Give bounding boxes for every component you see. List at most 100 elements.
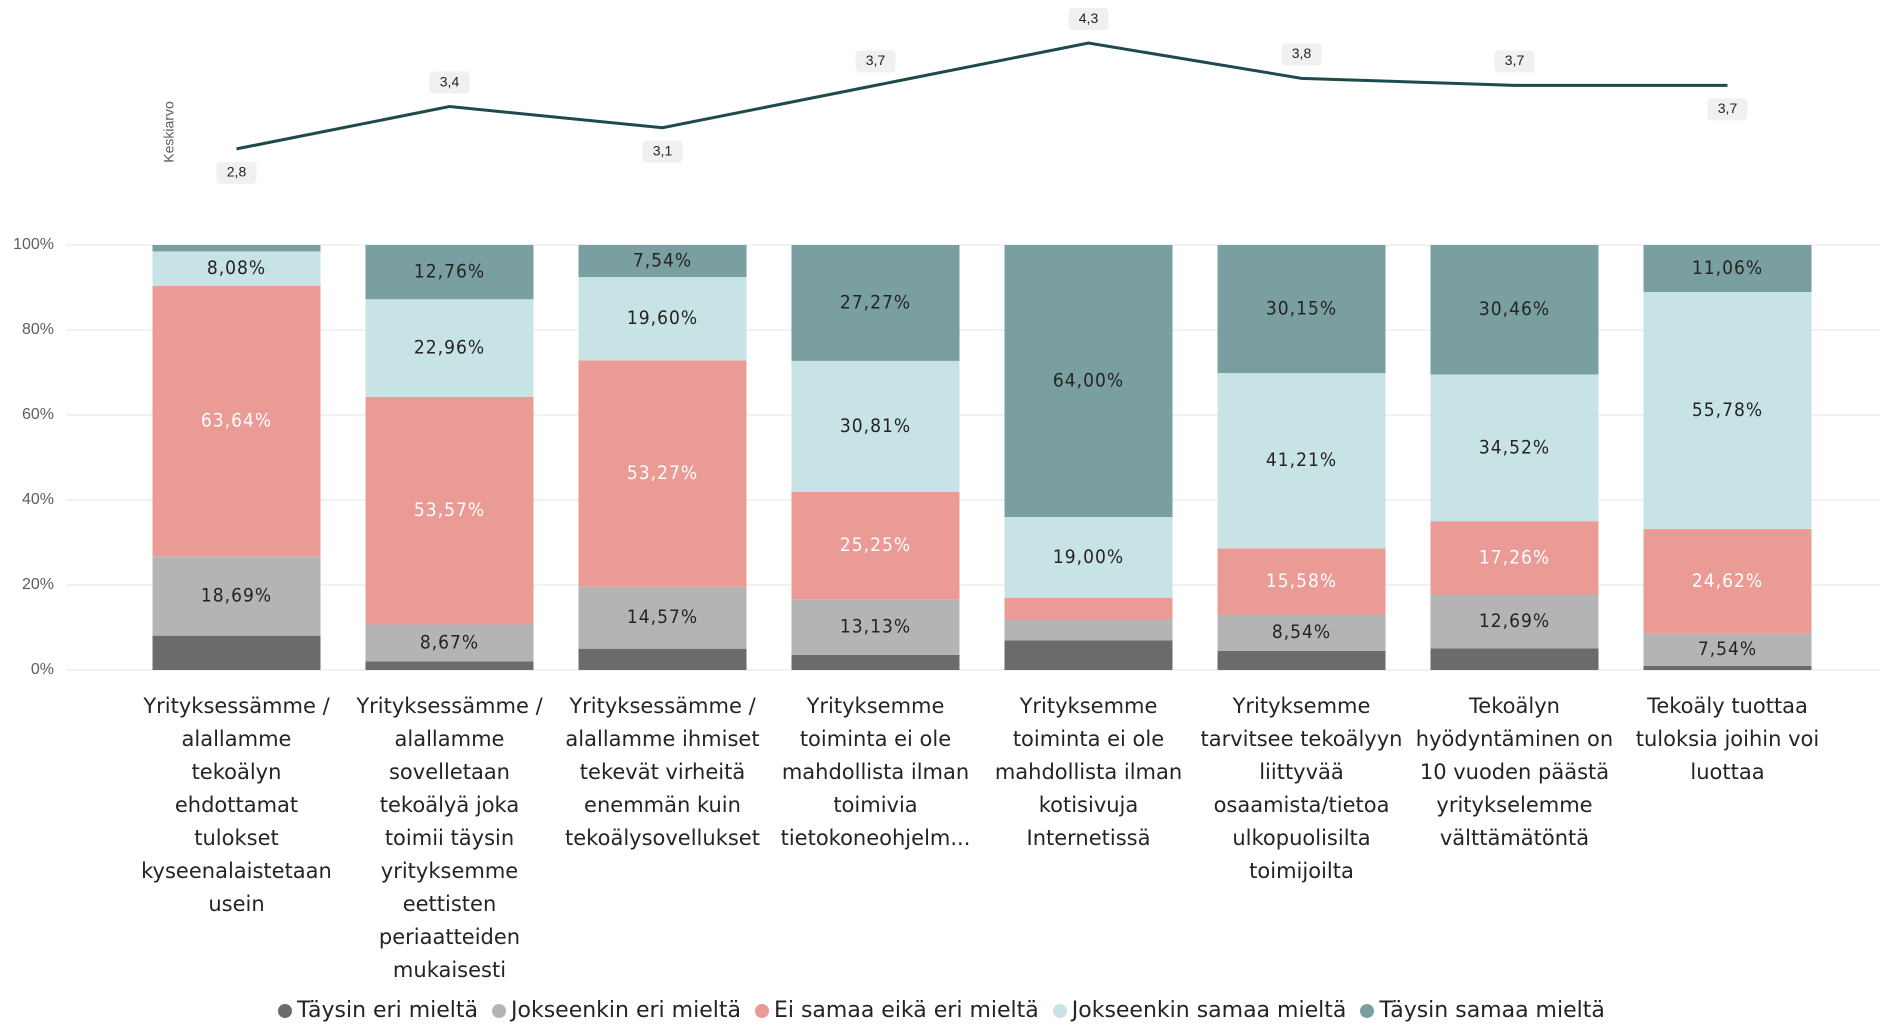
x-tick-label: Yrityksessämme / alallamme tekoälyn ehdo… bbox=[141, 694, 332, 916]
bar-segment bbox=[1643, 665, 1812, 670]
data-label: 3,7 bbox=[866, 52, 886, 68]
data-label: 13,13% bbox=[840, 616, 911, 638]
bar-segment bbox=[1430, 648, 1599, 670]
legend-label: Ei samaa eikä eri mieltä bbox=[773, 998, 1039, 1023]
data-label: 4,3 bbox=[1079, 10, 1099, 26]
bar-segment bbox=[791, 599, 960, 655]
legend-label: Jokseenkin samaa mieltä bbox=[1071, 998, 1347, 1023]
data-label: 53,27% bbox=[627, 462, 698, 484]
legend-item: Jokseenkin samaa mieltä bbox=[1052, 998, 1347, 1023]
bar-segment bbox=[1430, 245, 1599, 375]
data-label: 41,21% bbox=[1266, 449, 1337, 471]
bar-segment bbox=[1004, 597, 1173, 619]
data-label: 53,57% bbox=[414, 499, 485, 521]
label-box bbox=[216, 161, 257, 184]
data-label: 18,69% bbox=[201, 584, 272, 606]
label-box bbox=[429, 71, 470, 94]
legend-item: Jokseenkin eri mieltä bbox=[492, 998, 741, 1023]
data-label: 55,78% bbox=[1692, 399, 1763, 421]
data-label: 19,60% bbox=[627, 307, 698, 329]
data-label: 11,06% bbox=[1692, 257, 1763, 279]
data-label: 3,7 bbox=[1505, 52, 1525, 68]
label-box bbox=[642, 140, 683, 163]
bar-segment bbox=[1217, 548, 1386, 615]
legend-swatch bbox=[754, 1004, 769, 1018]
label-box bbox=[1281, 43, 1322, 66]
label-box bbox=[1494, 50, 1535, 73]
bar-segment bbox=[365, 245, 534, 300]
y-axis-title: Keskiarvo bbox=[161, 101, 177, 163]
bar-segment bbox=[578, 277, 747, 361]
bar-segment bbox=[578, 360, 747, 587]
data-label: 14,57% bbox=[627, 606, 698, 628]
data-label: 8,08% bbox=[207, 257, 266, 279]
legend-item: Ei samaa eikä eri mieltä bbox=[754, 998, 1039, 1023]
bar-segment bbox=[152, 635, 321, 670]
data-label: 64,00% bbox=[1053, 370, 1124, 392]
bar-segment bbox=[578, 586, 747, 649]
bar-segment bbox=[791, 245, 960, 361]
bar-segment bbox=[1430, 521, 1599, 595]
label-box bbox=[1707, 98, 1748, 121]
bar-segment bbox=[1004, 517, 1173, 598]
data-label: 3,7 bbox=[1718, 100, 1738, 116]
bar-segment bbox=[1643, 529, 1812, 634]
label-box bbox=[1068, 8, 1109, 31]
data-label: 12,76% bbox=[414, 261, 485, 283]
data-label: 12,69% bbox=[1479, 610, 1550, 632]
legend: Täysin eri mieltä Jokseenkin eri mieltä Ei… bbox=[0, 998, 1883, 1023]
data-label: 7,54% bbox=[633, 250, 692, 272]
bar-segment bbox=[365, 624, 534, 662]
bar-segment bbox=[152, 285, 321, 557]
bar-segment bbox=[1430, 594, 1599, 649]
legend-item: Täysin eri mieltä bbox=[278, 998, 478, 1023]
bar-segment bbox=[152, 245, 321, 252]
y-tick-label: 80% bbox=[22, 321, 54, 338]
data-label: 22,96% bbox=[414, 337, 485, 359]
bar-segment bbox=[152, 556, 321, 636]
bar-segment bbox=[365, 299, 534, 397]
bar-segment bbox=[1430, 374, 1599, 522]
bar-segment bbox=[578, 245, 747, 278]
x-tick-label: Yrityksessämme / alallamme ihmiset tekev… bbox=[565, 694, 760, 850]
y-tick-label: 100% bbox=[13, 236, 54, 253]
data-label: 3,1 bbox=[653, 142, 673, 158]
data-label: 15,58% bbox=[1266, 570, 1337, 592]
legend-label: Jokseenkin eri mieltä bbox=[511, 998, 741, 1023]
bar-segment bbox=[1643, 245, 1812, 293]
bar-segment bbox=[791, 654, 960, 670]
x-tick-label: Yrityksemme toiminta ei ole mahdollista … bbox=[780, 694, 971, 850]
legend-swatch bbox=[492, 1004, 507, 1018]
y-tick-label: 20% bbox=[22, 576, 54, 593]
legend-label: Täysin eri mieltä bbox=[297, 998, 479, 1023]
bar-segment bbox=[365, 396, 534, 625]
bar-segment bbox=[1217, 245, 1386, 374]
data-label: 3,8 bbox=[1292, 45, 1312, 61]
legend-label: Täysin samaa mieltä bbox=[1379, 998, 1605, 1023]
data-label: 30,81% bbox=[840, 415, 911, 437]
bar-segment bbox=[152, 251, 321, 286]
bar-segment bbox=[1004, 245, 1173, 517]
data-label: 25,25% bbox=[840, 534, 911, 556]
bar-segment bbox=[1217, 650, 1386, 670]
x-tick-label: Yrityksemme tarvitsee tekoälyyn liittyvä… bbox=[1200, 694, 1403, 883]
bar-segment bbox=[791, 491, 960, 600]
x-tick-label: Tekoäly tuottaa tuloksia joihin voi luot… bbox=[1635, 694, 1820, 784]
y-tick-label: 40% bbox=[22, 491, 54, 508]
x-tick-label: Yrityksemme toiminta ei ole mahdollista … bbox=[994, 694, 1183, 850]
line bbox=[236, 41, 1728, 151]
data-label: 24,62% bbox=[1692, 570, 1763, 592]
legend-swatch bbox=[1052, 1004, 1067, 1018]
x-tick-label: Tekoälyn hyödyntäminen on 10 vuoden pääs… bbox=[1415, 694, 1614, 850]
data-label: 7,54% bbox=[1698, 638, 1757, 660]
data-label: 30,46% bbox=[1479, 298, 1550, 320]
y-tick-label: 0% bbox=[31, 661, 54, 678]
bar-segment bbox=[365, 661, 534, 670]
legend-swatch bbox=[1360, 1004, 1375, 1018]
data-label: 3,4 bbox=[440, 73, 460, 89]
legend-item: Täysin samaa mieltä bbox=[1360, 998, 1605, 1023]
bar-segment bbox=[1004, 640, 1173, 670]
legend-swatch bbox=[278, 1004, 293, 1018]
